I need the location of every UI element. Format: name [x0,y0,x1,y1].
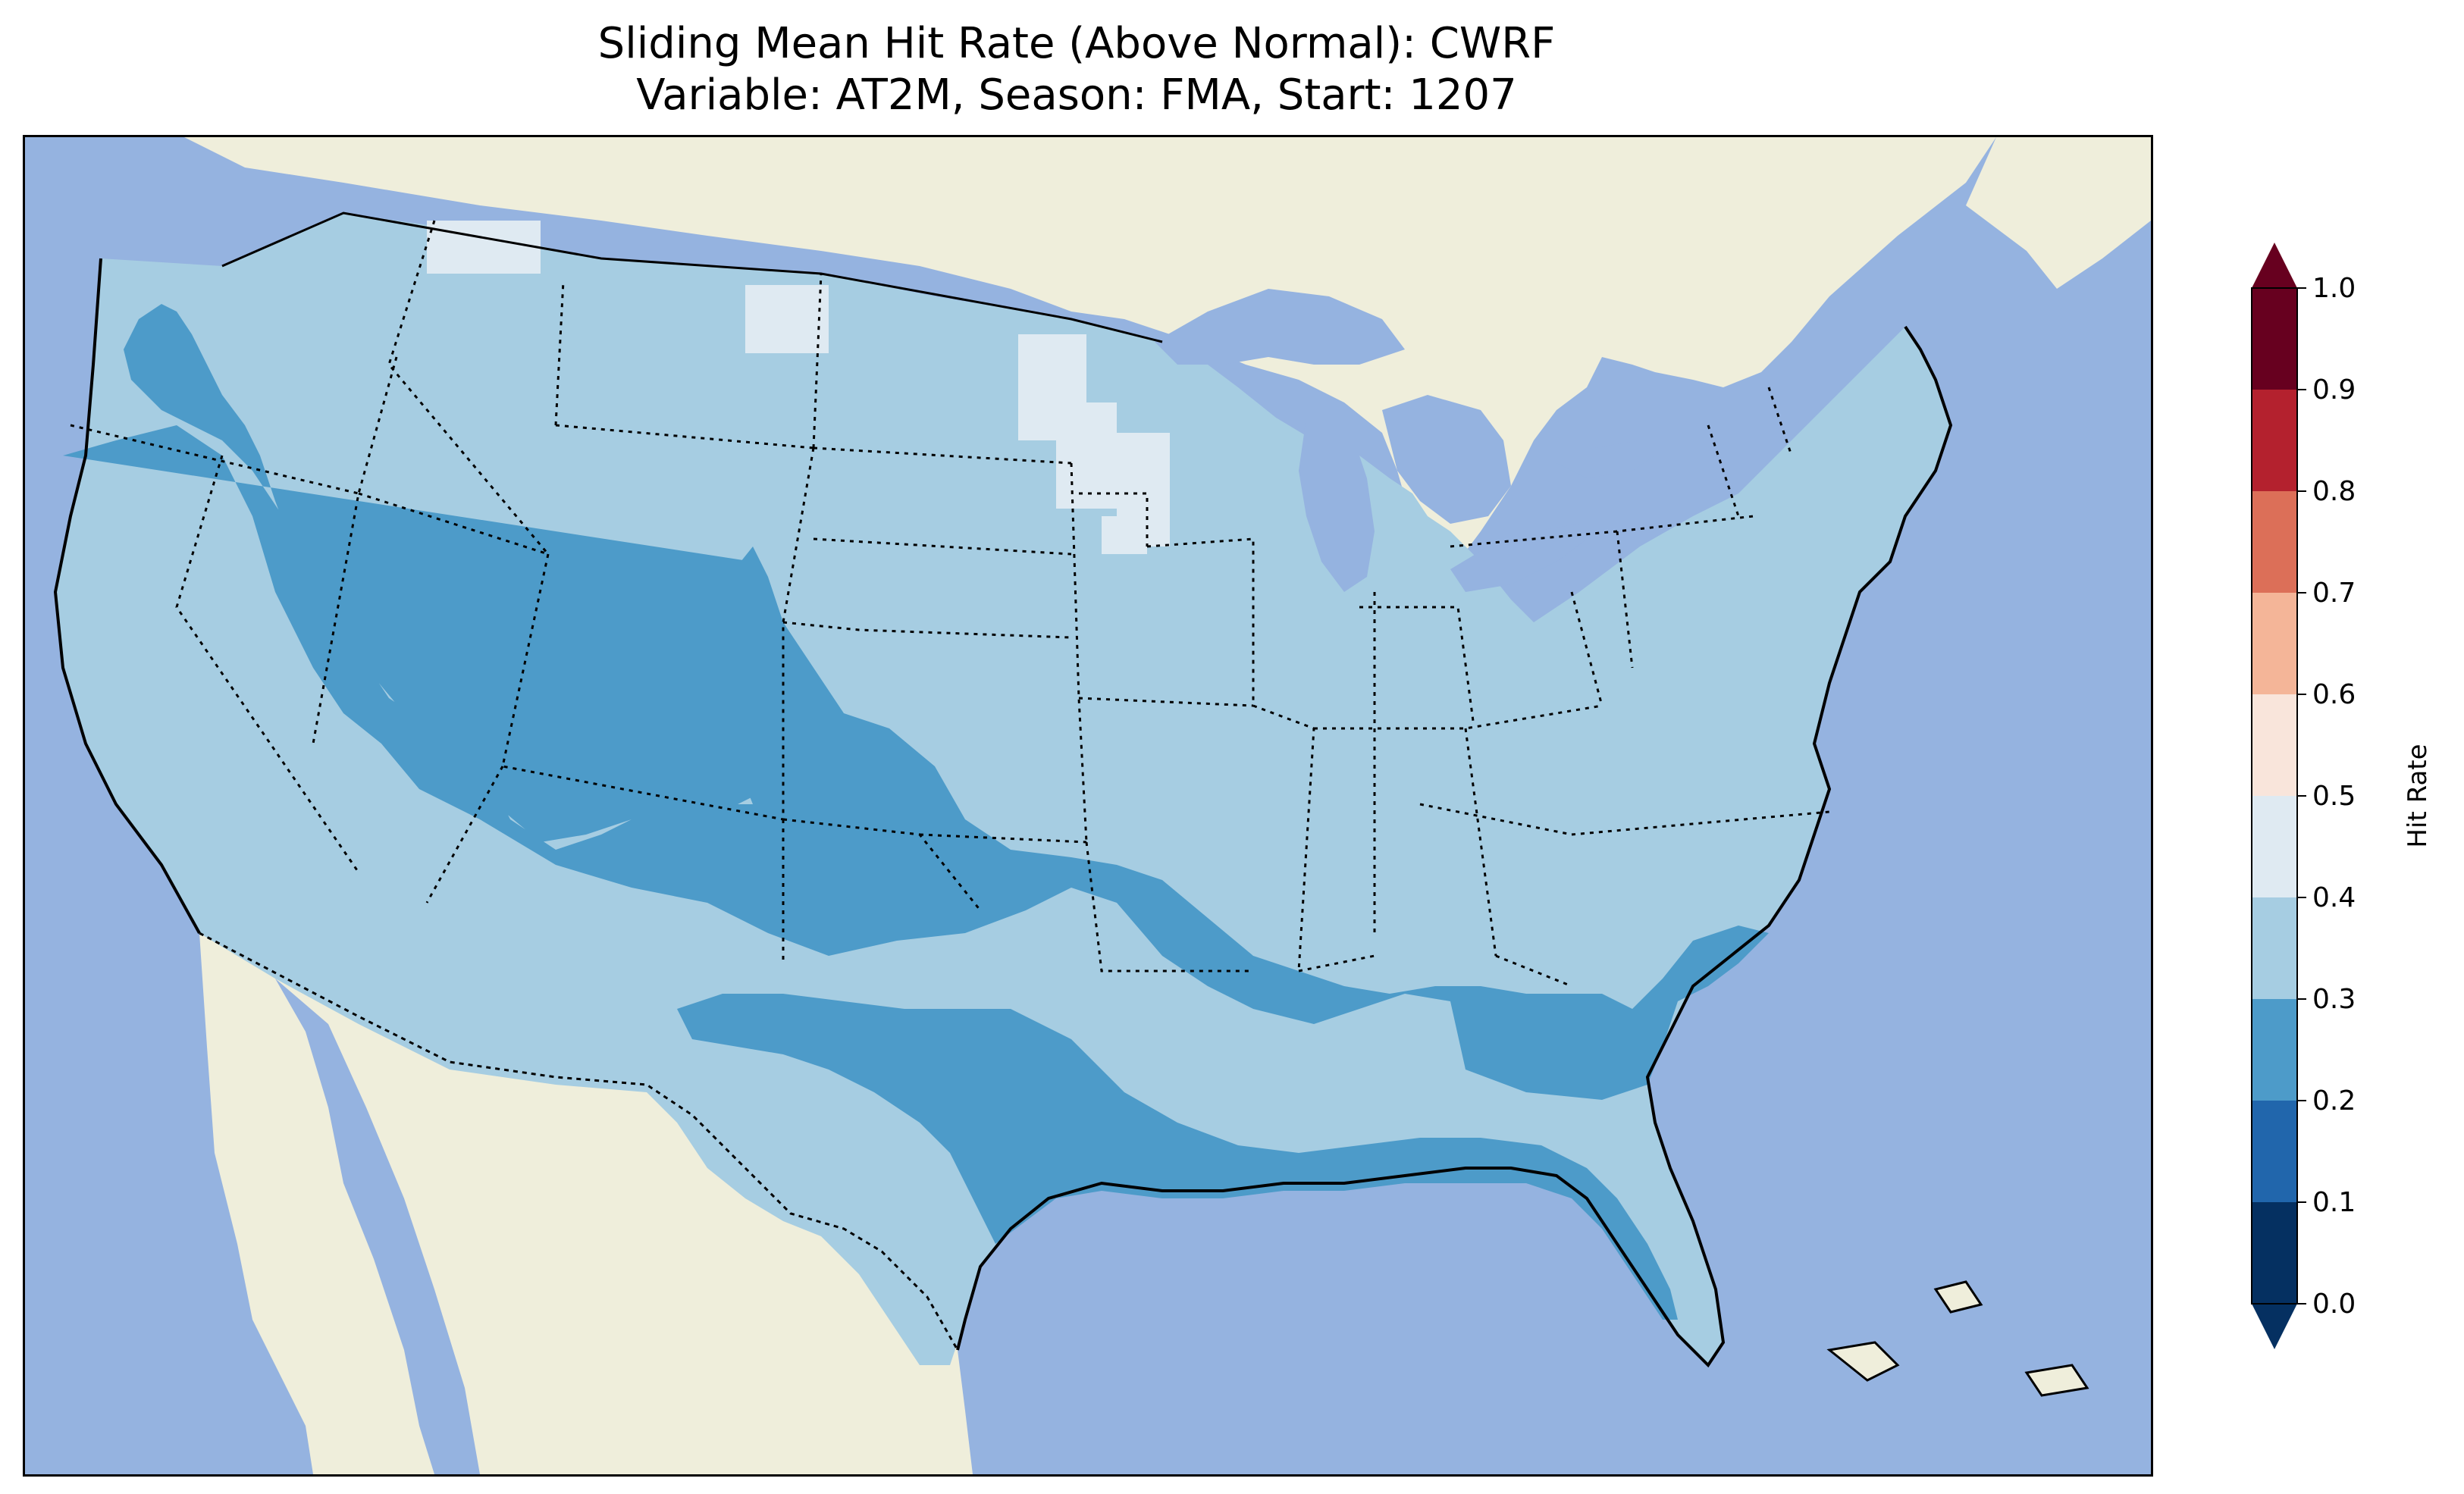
lake-ontario [1556,440,1655,478]
state-boundaries [70,220,1830,988]
colorbar-bin-2 [2252,999,2297,1101]
colorbar-tick-label: 0.2 [2312,1085,2356,1117]
colorbar-bin-5 [2252,694,2297,796]
colorbar-tick-label: 0.9 [2312,374,2356,406]
colorbar-extend-under [2252,1304,2297,1349]
mexico-land [199,933,973,1474]
colorbar-bin-7 [2252,491,2297,593]
map-panel [23,135,2153,1477]
colorbar-tick-label: 0.1 [2312,1187,2356,1218]
hit-rate-0.4-0.5-patches [427,221,1170,554]
colorbar-tick-label: 1.0 [2312,273,2356,304]
chart-title: Sliding Mean Hit Rate (Above Normal): CW… [597,19,1556,68]
gulf-coastline [956,325,1953,1368]
lake-erie [1450,524,1587,592]
colorbar-tick-label: 0.0 [2312,1289,2356,1320]
chart-subtitle: Variable: AT2M, Season: FMA, Start: 1207 [636,70,1517,120]
hit-rate-0.2-0.3-patches [63,304,1769,1320]
colorbar-bin-0 [2252,1202,2297,1304]
colorbar-bin-1 [2252,1101,2297,1202]
coastline [53,258,201,934]
caribbean-islands [1826,1280,2089,1397]
colorbar-bins [2252,288,2297,1304]
colorbar: 0.0 0.1 0.2 0.3 0.4 0.5 0.6 0.7 0.8 0.9 1.0 Hit Ra… [2251,243,2433,1349]
colorbar-tick-label: 0.3 [2312,984,2356,1015]
map-svg [25,137,2151,1474]
colorbar-tick-label: 0.7 [2312,578,2356,609]
great-lakes [1155,289,1655,592]
colorbar-bin-6 [2252,593,2297,694]
colorbar-tick-label: 0.4 [2312,882,2356,913]
colorbar-tick-label: 0.8 [2312,476,2356,507]
colorbar-label: Hit Rate [2403,744,2433,847]
colorbar-bin-9 [2252,288,2297,390]
lake-michigan [1299,410,1375,592]
colorbar-tick-label: 0.5 [2312,781,2356,812]
us-mexico-border [199,932,959,1351]
maritimes-land [1966,137,2151,289]
colorbar-bin-8 [2252,390,2297,491]
us-canada-border [221,211,1163,343]
usa-region [55,213,1951,1365]
colorbar-tick-label: 0.6 [2312,679,2356,710]
colorbar-ticks: 0.0 0.1 0.2 0.3 0.4 0.5 0.6 0.7 0.8 0.9 1.0 [2297,273,2356,1320]
colorbar-bin-4 [2252,796,2297,897]
lake-huron [1382,395,1511,524]
gulf-of-california [275,979,480,1474]
canada-land [184,137,1996,562]
colorbar-bin-3 [2252,897,2297,999]
lake-superior [1155,289,1405,365]
colorbar-extend-over [2252,243,2297,288]
